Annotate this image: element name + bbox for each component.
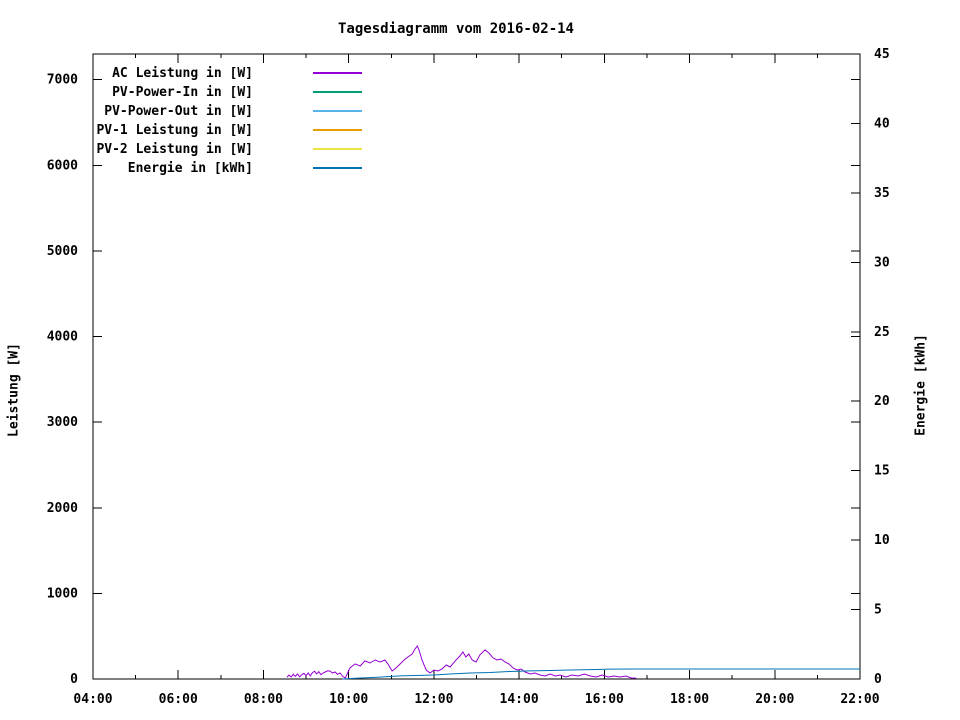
x-tick-label: 22:00: [840, 692, 879, 707]
y-right-tick-label: 45: [874, 47, 890, 62]
y-left-tick-label: 3000: [47, 415, 78, 430]
legend-label: AC Leistung in [W]: [112, 66, 253, 81]
chart-title: Tagesdiagramm vom 2016-02-14: [337, 21, 574, 37]
y-left-tick-label: 4000: [47, 330, 78, 345]
x-tick-label: 16:00: [585, 692, 624, 707]
y-right-tick-label: 30: [874, 255, 890, 270]
legend-label: Energie in [kWh]: [128, 161, 253, 176]
y-right-tick-label: 5: [874, 603, 882, 618]
y-left-tick-label: 5000: [47, 244, 78, 259]
x-tick-label: 06:00: [159, 692, 198, 707]
series-line-5: [342, 668, 860, 680]
x-tick-label: 14:00: [500, 692, 539, 707]
y-left-tick-label: 1000: [47, 586, 78, 601]
x-tick-label: 20:00: [755, 692, 794, 707]
y-left-tick-label: 6000: [47, 158, 78, 173]
y-right-tick-label: 0: [874, 672, 882, 687]
y-left-tick-label: 7000: [47, 73, 78, 88]
y-left-tick-label: 2000: [47, 501, 78, 516]
legend-label: PV-1 Leistung in [W]: [96, 123, 253, 138]
y-right-tick-label: 40: [874, 116, 890, 131]
y-right-tick-label: 15: [874, 464, 890, 479]
y-right-tick-label: 10: [874, 533, 890, 548]
x-tick-label: 10:00: [329, 692, 368, 707]
y-left-tick-label: 0: [70, 672, 78, 687]
x-tick-label: 18:00: [670, 692, 709, 707]
legend-label: PV-2 Leistung in [W]: [96, 142, 253, 157]
y-right-tick-label: 20: [874, 394, 890, 409]
x-tick-label: 04:00: [73, 692, 112, 707]
legend-label: PV-Power-In in [W]: [112, 85, 253, 100]
x-tick-label: 08:00: [244, 692, 283, 707]
series-line-0: [286, 645, 637, 679]
plot-border: [92, 53, 861, 680]
x-tick-label: 12:00: [414, 692, 453, 707]
legend-label: PV-Power-Out in [W]: [104, 104, 253, 119]
y-right-tick-label: 25: [874, 325, 890, 340]
y-right-tick-label: 35: [874, 186, 890, 201]
